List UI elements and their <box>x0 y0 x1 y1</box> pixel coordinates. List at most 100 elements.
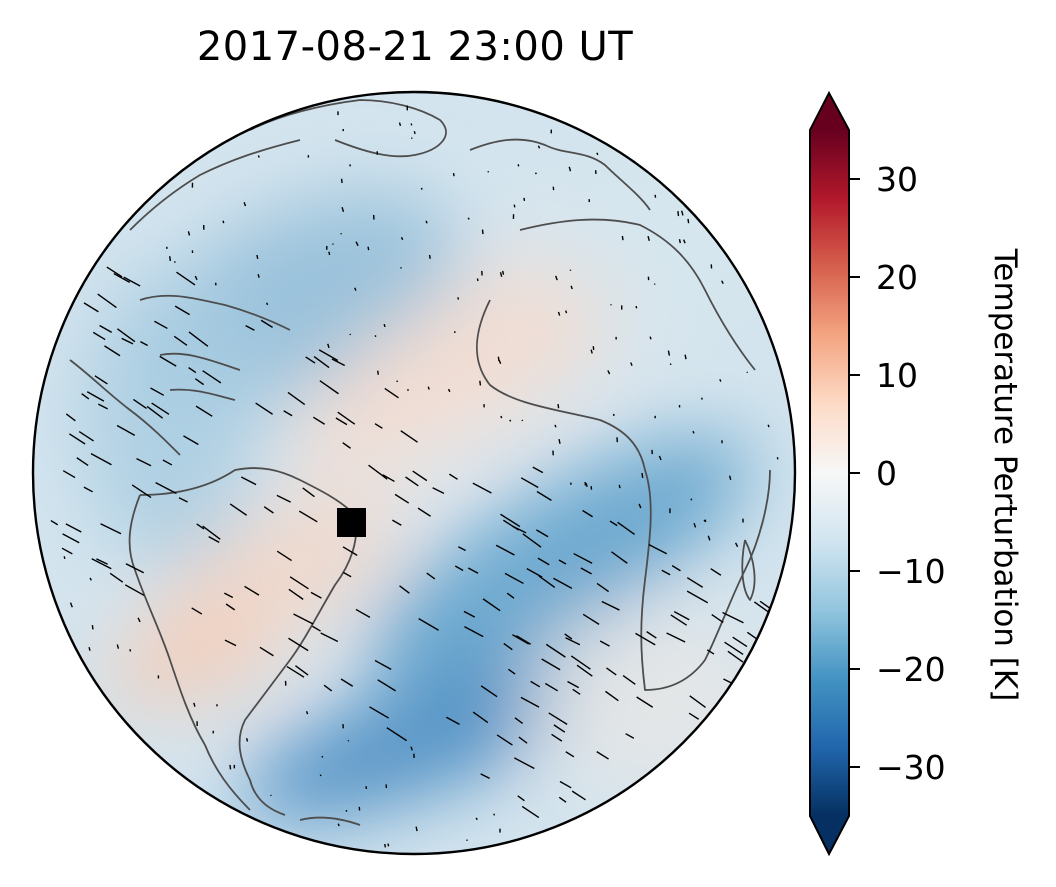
wind-vector <box>635 632 656 646</box>
wind-vector <box>621 235 624 241</box>
wind-vector <box>415 826 418 832</box>
wind-vector <box>116 424 136 436</box>
wind-vector <box>328 251 331 256</box>
wind-vector <box>499 272 503 277</box>
wind-vector <box>387 843 390 847</box>
wind-vector <box>337 411 356 425</box>
wind-vector <box>124 584 145 597</box>
wind-vector <box>382 474 395 483</box>
wind-vector <box>558 559 567 565</box>
wind-vector <box>596 582 610 593</box>
wind-vector <box>383 323 386 328</box>
wind-vector <box>428 254 431 259</box>
wind-vector <box>178 497 188 503</box>
wind-vector <box>97 293 117 309</box>
wind-vector <box>526 567 543 578</box>
wind-vector <box>319 380 339 395</box>
wind-vector <box>508 668 516 675</box>
wind-vector <box>355 241 359 247</box>
wind-vector <box>341 206 345 213</box>
wind-vector <box>536 529 549 538</box>
wind-vector <box>512 634 530 645</box>
wind-vector <box>635 305 638 309</box>
wind-vector <box>447 388 451 393</box>
colorbar-tick-label: 0 <box>876 454 897 493</box>
wind-vector <box>427 386 430 390</box>
wind-vector <box>684 354 687 360</box>
wind-vector <box>100 523 122 535</box>
wind-vector <box>596 152 599 156</box>
wind-vector <box>590 349 593 354</box>
wind-vector <box>565 310 568 314</box>
wind-vector <box>464 625 484 638</box>
wind-vector <box>173 335 188 346</box>
wind-vector <box>68 433 86 445</box>
wind-vector <box>585 483 588 488</box>
wind-vector <box>245 738 249 742</box>
wind-vector <box>467 567 479 574</box>
wind-vector <box>327 343 330 349</box>
wind-vector <box>630 362 633 366</box>
wind-vector <box>65 413 76 422</box>
colorbar-label: Temperature Perturbation [K] <box>987 248 1023 702</box>
wind-vector <box>343 571 352 578</box>
wind-vector <box>76 457 89 466</box>
wind-vector <box>536 490 552 502</box>
colorbar-extend-min <box>810 816 849 854</box>
field-patch <box>102 610 278 710</box>
wind-vector <box>155 482 177 495</box>
colorbar-tick-label: −10 <box>876 552 946 591</box>
wind-vector <box>688 712 700 720</box>
wind-vector <box>94 375 108 385</box>
wind-vector <box>96 558 108 565</box>
colorbar-gradient <box>810 130 849 816</box>
wind-vector <box>446 716 460 725</box>
wind-vector <box>224 639 237 647</box>
wind-vector <box>580 567 592 575</box>
wind-vector <box>554 275 558 281</box>
wind-vector <box>176 271 196 286</box>
wind-vector <box>425 220 428 224</box>
wind-vector <box>293 613 314 625</box>
wind-vector <box>625 733 635 739</box>
wind-vector <box>342 546 358 556</box>
colorbar-ticks: 30 20 10 0 −10 −20 −30 <box>849 160 946 787</box>
wind-vector <box>229 764 232 770</box>
wind-vector <box>568 166 572 172</box>
wind-vector <box>399 585 410 594</box>
wind-vector <box>386 727 408 742</box>
wind-vector <box>91 558 112 570</box>
wind-vector <box>377 370 379 375</box>
wind-vector <box>298 510 318 523</box>
wind-vector <box>150 387 165 396</box>
wind-vector <box>753 601 769 613</box>
wind-vector <box>666 632 686 643</box>
wind-vector <box>532 466 544 474</box>
wind-vector <box>500 513 521 528</box>
wind-vector <box>188 331 209 347</box>
wind-vector <box>63 556 66 560</box>
wind-vector <box>732 636 748 648</box>
wind-vector <box>313 355 330 369</box>
wind-vector <box>222 220 225 224</box>
wind-vector <box>661 569 671 576</box>
wind-vector <box>104 345 121 357</box>
colorbar-tick-label: −20 <box>876 650 946 689</box>
wind-vector <box>91 625 94 630</box>
wind-vector <box>706 649 715 655</box>
wind-vector <box>340 178 343 184</box>
wind-vector <box>188 367 197 374</box>
wind-vector <box>244 585 260 596</box>
wind-vector <box>582 509 593 518</box>
wind-vector <box>541 658 561 671</box>
wind-vector <box>355 608 371 618</box>
wind-vector <box>571 790 586 801</box>
wind-vector <box>116 644 120 649</box>
wind-vector <box>607 370 611 375</box>
wind-vector <box>576 664 593 677</box>
wind-vector <box>548 712 568 725</box>
colorbar-frame <box>809 90 850 857</box>
wind-vector <box>565 637 581 646</box>
wind-vector <box>711 614 724 623</box>
